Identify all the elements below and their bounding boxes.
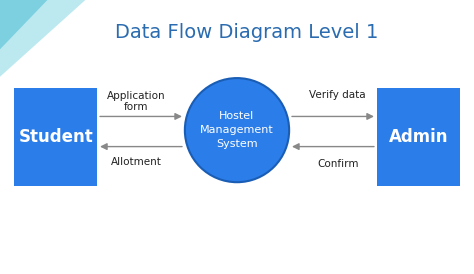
Ellipse shape xyxy=(185,78,289,182)
Polygon shape xyxy=(0,0,47,49)
Text: Allotment: Allotment xyxy=(111,157,162,167)
Text: Confirm: Confirm xyxy=(317,159,358,169)
Text: Data Flow Diagram Level 1: Data Flow Diagram Level 1 xyxy=(115,23,378,42)
Text: Hostel
Management
System: Hostel Management System xyxy=(200,111,274,149)
FancyBboxPatch shape xyxy=(14,88,97,186)
Text: Student: Student xyxy=(18,128,93,146)
Text: Verify data: Verify data xyxy=(310,90,366,99)
Text: Admin: Admin xyxy=(389,128,448,146)
FancyBboxPatch shape xyxy=(377,88,460,186)
Polygon shape xyxy=(0,0,85,77)
Text: Application
form: Application form xyxy=(107,91,165,112)
